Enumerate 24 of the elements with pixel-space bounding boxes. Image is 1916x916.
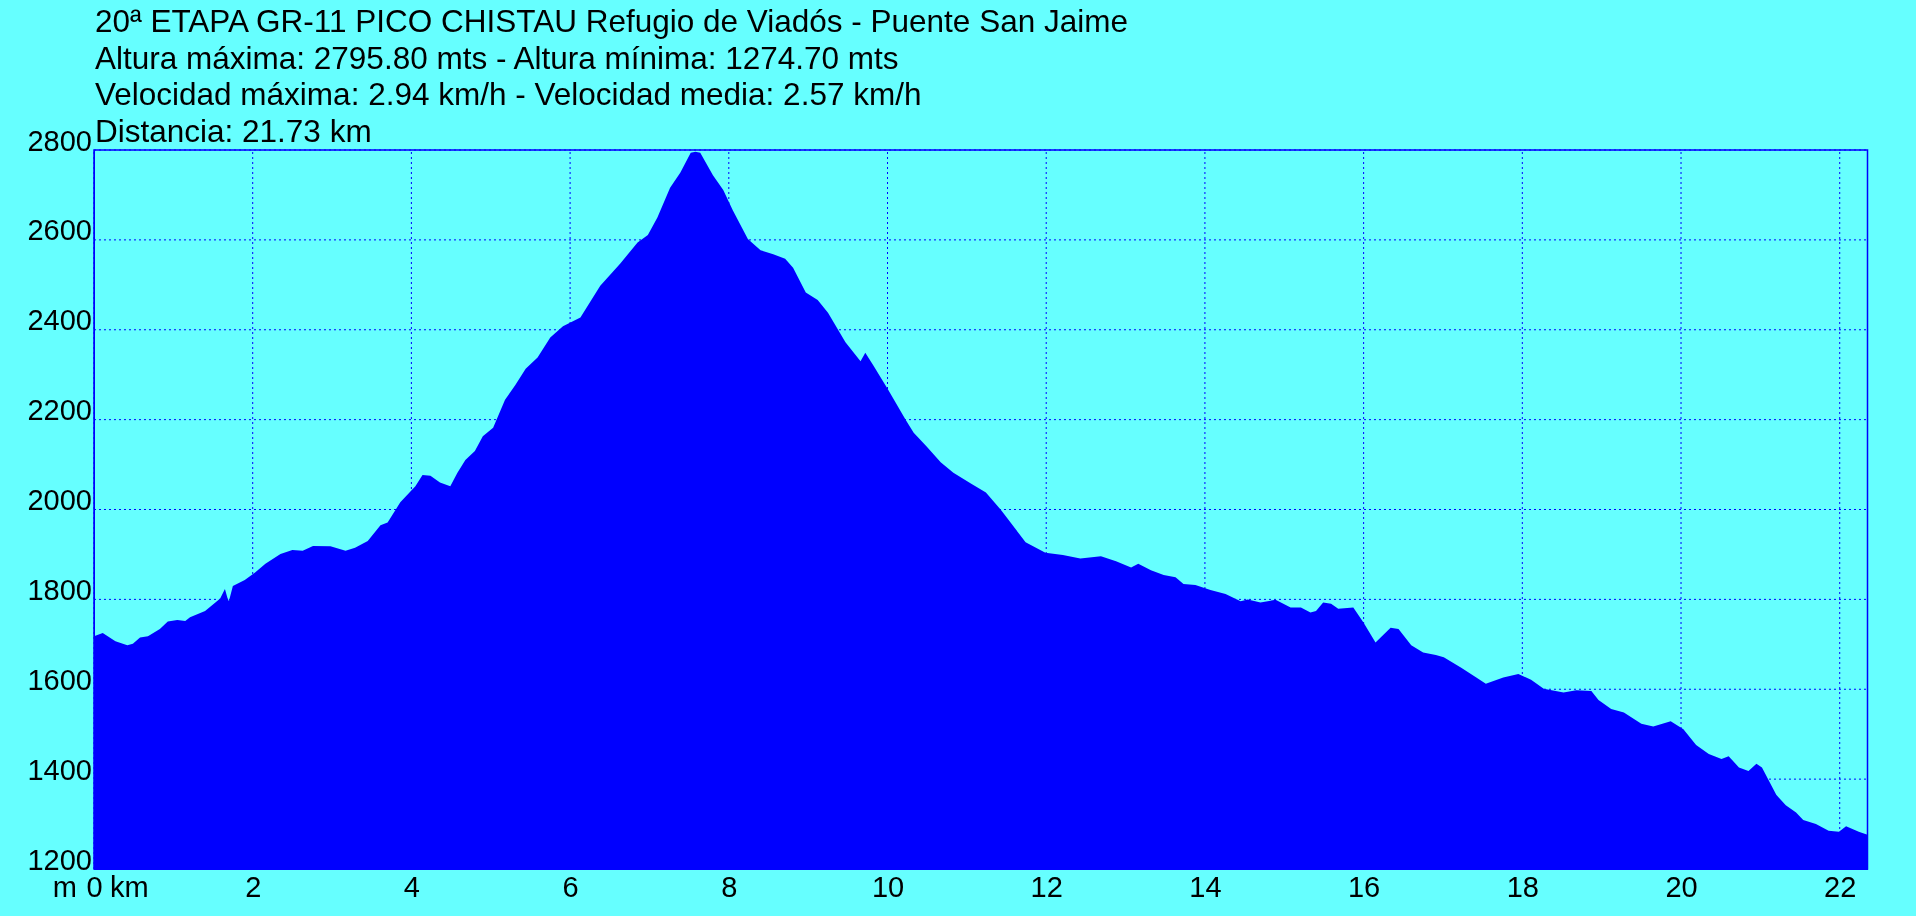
x-tick-label: 22 [1824,871,1857,904]
y-tick-label: 2200 [27,394,92,427]
y-tick-label: 2000 [27,484,92,516]
x-tick-label: 16 [1347,871,1381,904]
x-tick-label: 10 [871,871,905,904]
chart-subtitle: Altura máxima: 2795.80 mts - Altura mínima: 1274.70 mts [95,39,899,76]
y-tick-label: 2600 [27,214,92,247]
text: Distancia: 21.73 km [95,112,372,149]
x-tick-label: 6 [562,871,579,904]
y-tick-label: 1800 [27,573,92,606]
x-tick-label: 14 [1189,871,1222,904]
x-tick-label: 4 [403,871,420,904]
y-tick-label: 1600 [27,663,92,696]
x-tick-label: 2 [245,871,262,904]
x-tick-label: 20 [1665,871,1698,904]
x-tick-label: 18 [1506,871,1539,904]
x-tick-label: 12 [1030,871,1063,904]
y-tick-label: 2800 [27,124,92,157]
y-tick-label: 2400 [27,304,92,337]
chart-title: 20ª ETAPA GR-11 PICO CHISTAU Refugio de Viadós - Puente San Jaime [95,3,1128,39]
text: Velocidad máxima: 2.94 km/h - Velocidad media: 2.57 km/h [95,76,922,112]
y-tick-label: 1400 [27,753,92,786]
x-tick-label: 8 [721,871,738,904]
x-axis-title: km [110,871,149,903]
